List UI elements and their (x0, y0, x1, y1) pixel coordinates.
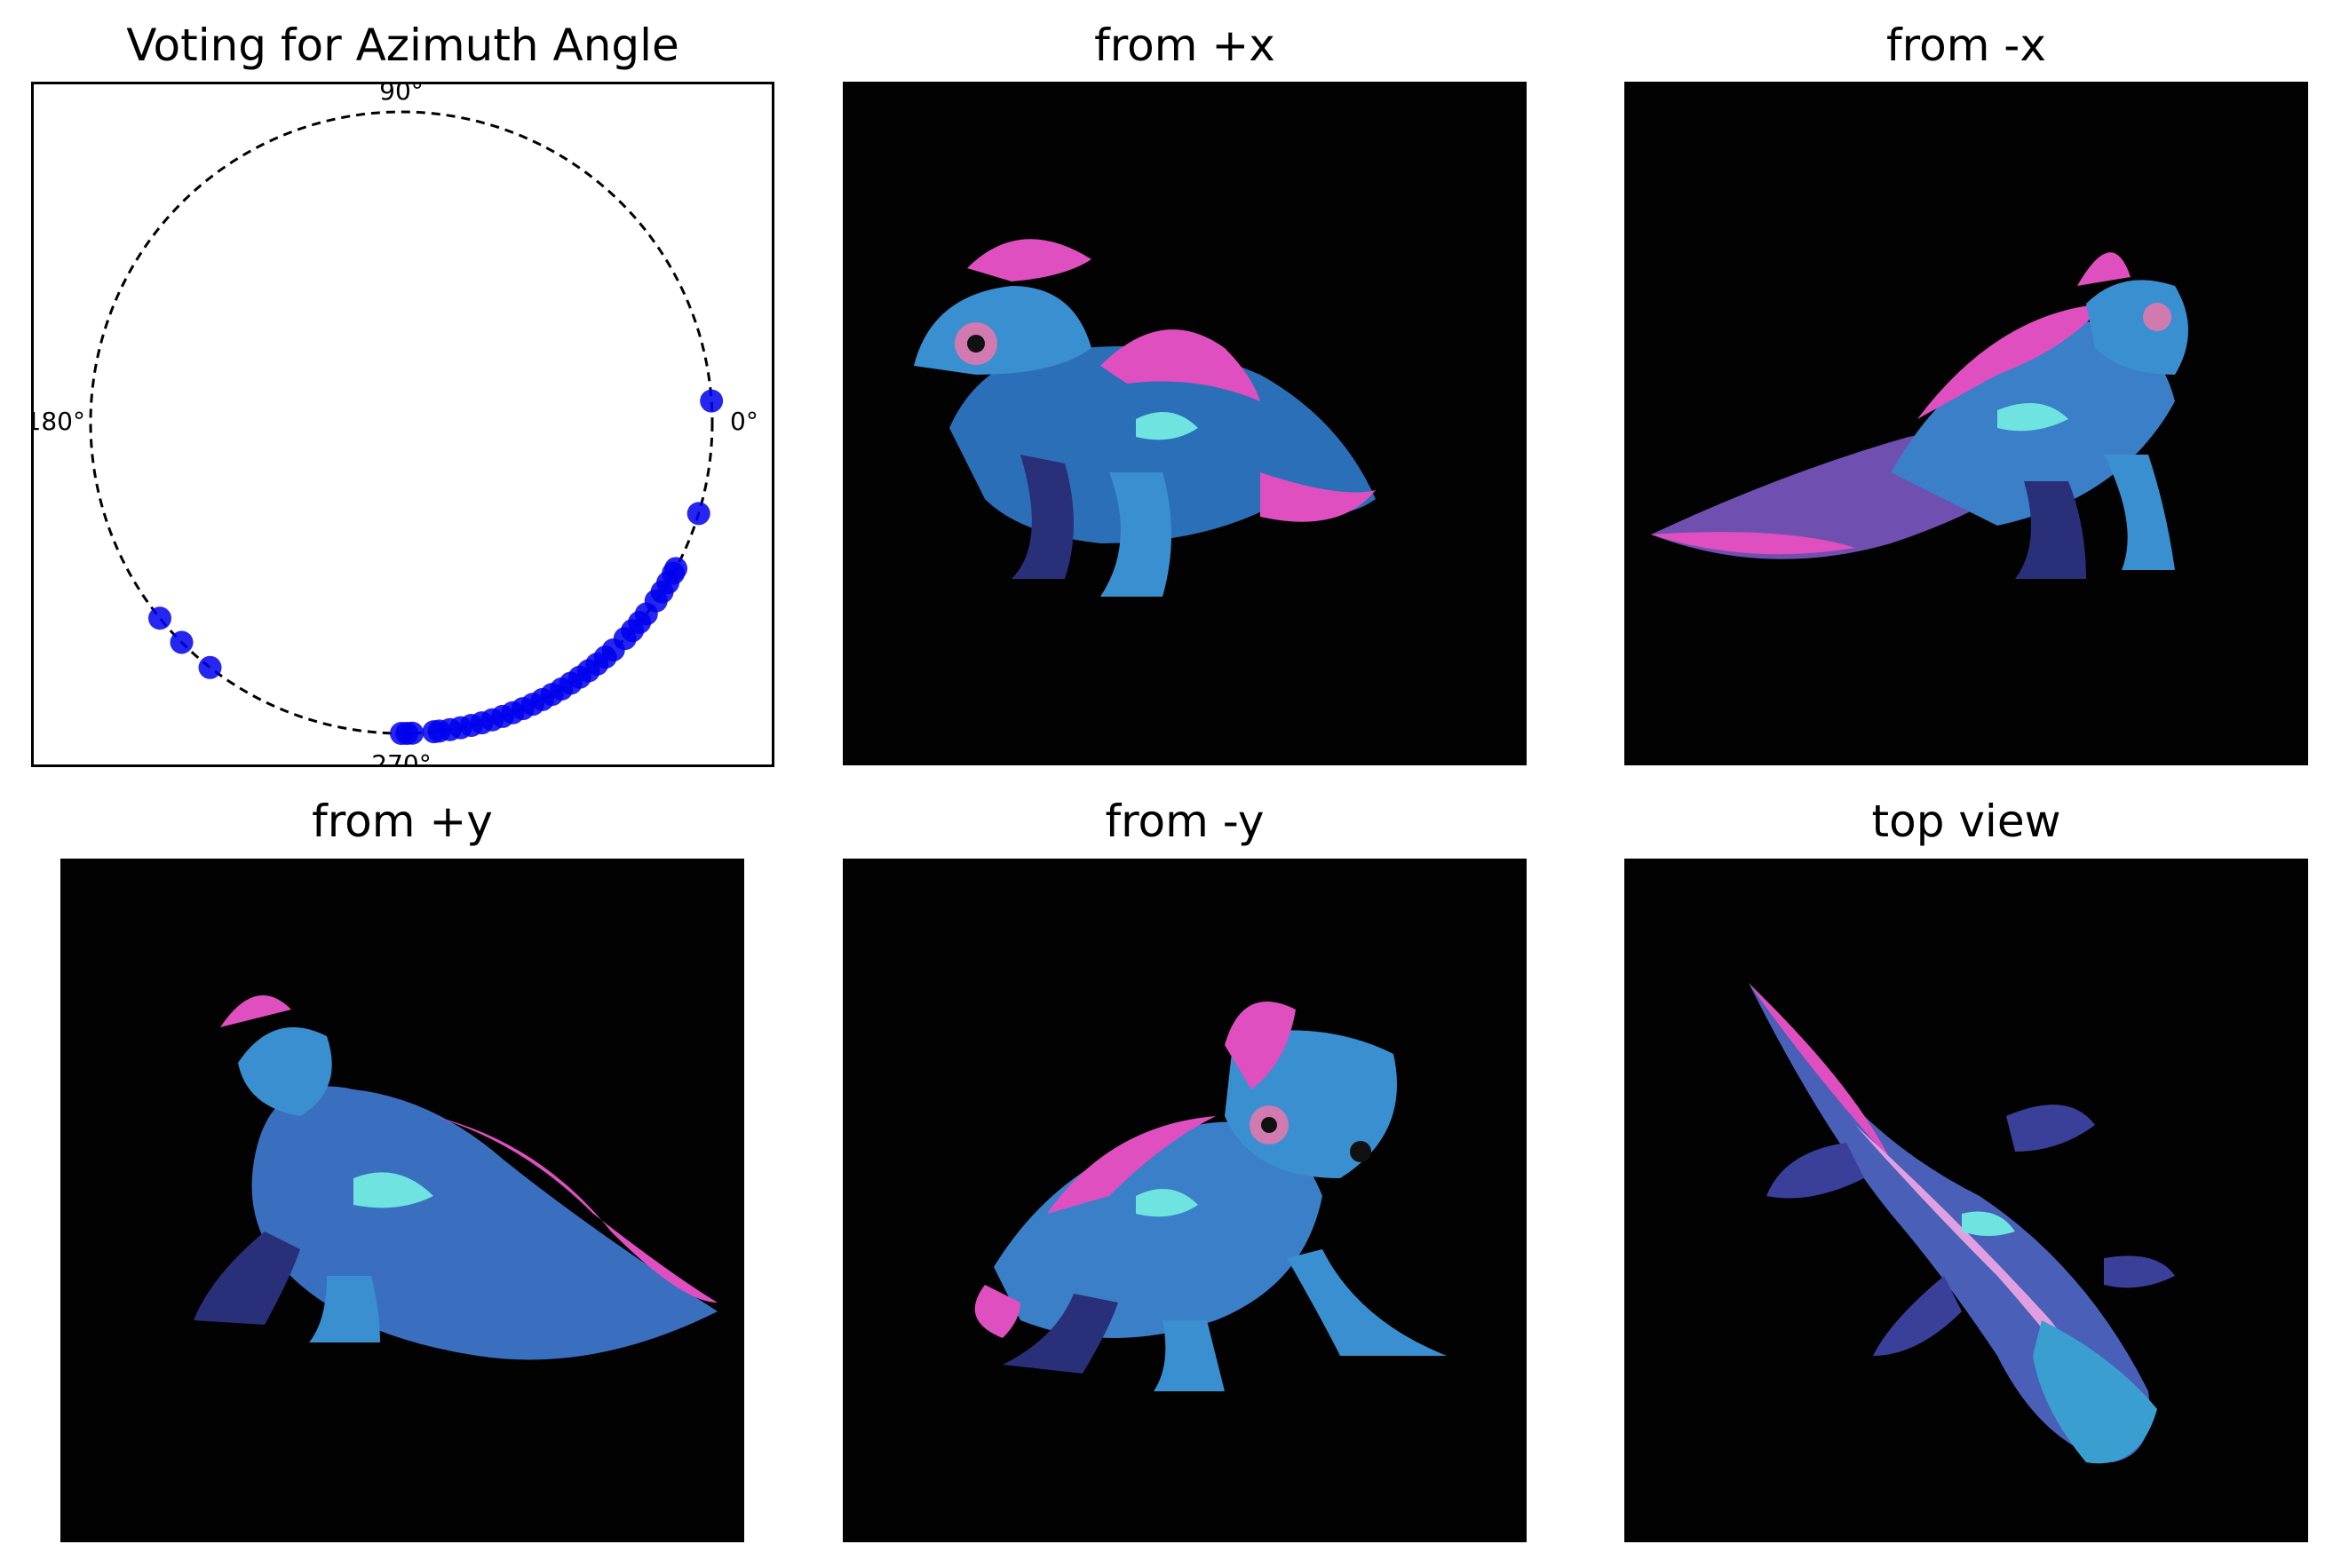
creature-render-plus-x (914, 239, 1376, 597)
view-image-minus-y (843, 859, 1527, 1542)
view-title-minus-x: from -x (1886, 20, 2046, 71)
view-image-plus-x (843, 82, 1527, 765)
vote-point (401, 721, 425, 745)
vote-point (147, 606, 171, 630)
creature-render-minus-y (974, 1002, 1447, 1391)
chart-title: Voting for Azimuth Angle (126, 20, 679, 71)
vote-point (198, 655, 222, 679)
vote-point (422, 720, 446, 744)
angle-tick-label-90: 90° (379, 84, 424, 106)
view-title-plus-y: from +y (312, 796, 493, 847)
creature-render-top (1749, 983, 2175, 1464)
creature-render-minus-x (1651, 252, 2188, 579)
view-image-top (1624, 859, 2308, 1542)
azimuth-polar-plot: 0° 90° 180° 270° (34, 84, 758, 764)
view-title-minus-y: from -y (1105, 796, 1265, 847)
view-title-plus-x: from +x (1094, 20, 1275, 71)
creature-render-plus-y (194, 995, 718, 1360)
vote-point (686, 502, 710, 526)
view-image-plus-y (60, 859, 744, 1542)
angle-tick-label-270: 270° (371, 749, 431, 764)
angle-tick-label-0: 0° (730, 407, 758, 436)
vote-point (700, 389, 724, 413)
view-title-top: top view (1871, 796, 2061, 847)
vote-point (170, 630, 194, 654)
view-image-minus-x (1624, 82, 2308, 765)
azimuth-chart-frame: 0° 90° 180° 270° (31, 82, 774, 767)
angle-tick-label-180: 180° (34, 407, 85, 436)
